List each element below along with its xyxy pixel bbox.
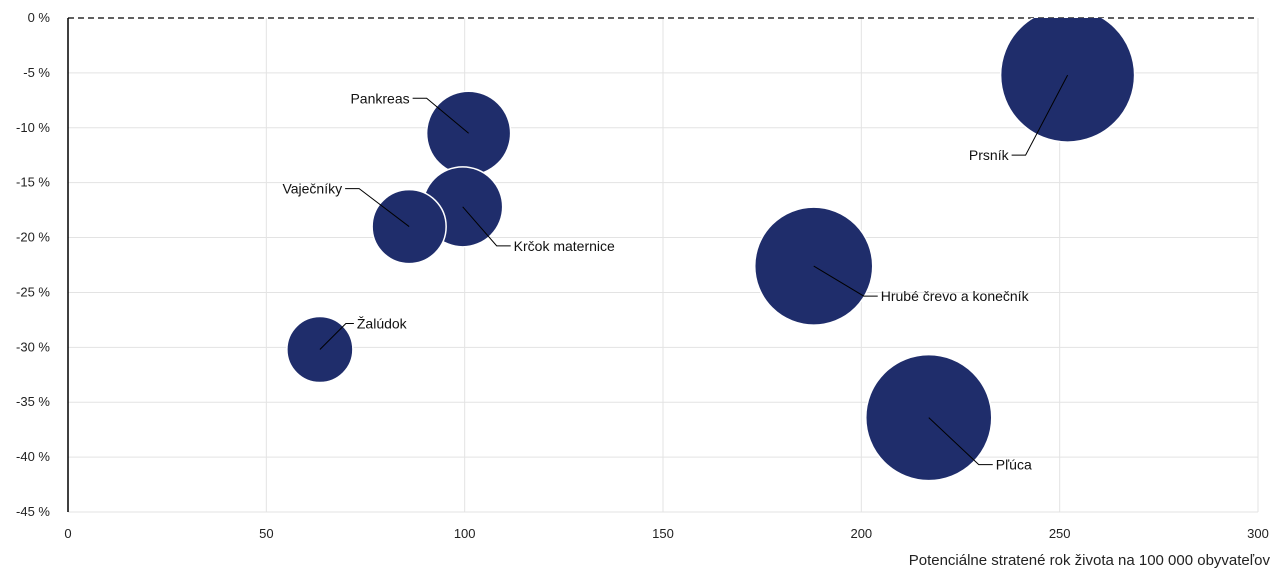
x-tick-label: 100 <box>454 526 476 541</box>
leader-line <box>928 417 993 466</box>
bubbles <box>286 18 1136 482</box>
y-tick-label: -30 % <box>16 339 50 354</box>
data-label: Krčok maternice <box>514 238 615 254</box>
x-tick-label: 250 <box>1049 526 1071 541</box>
x-tick-label: 150 <box>652 526 674 541</box>
data-label: Pankreas <box>350 90 409 106</box>
y-tick-label: -15 % <box>16 175 50 190</box>
leader-line <box>1011 74 1069 156</box>
x-axis-title: Potenciálne stratené rok života na 100 0… <box>909 552 1271 569</box>
y-tick-label: -40 % <box>16 449 50 464</box>
leader-line <box>813 265 878 297</box>
data-label: Prsník <box>969 147 1010 163</box>
y-tick-label: -10 % <box>16 120 50 135</box>
leader-line <box>319 323 354 350</box>
axes: 0 50 100 150 200 250 300 0 % -5 % -10 % -15 % -20 %… <box>16 10 1269 541</box>
y-tick-label: -20 % <box>16 230 50 245</box>
data-label: Hrubé črevo a konečník <box>881 288 1030 304</box>
grid <box>68 18 1259 513</box>
x-tick-label: 50 <box>259 526 273 541</box>
x-tick-label: 200 <box>850 526 872 541</box>
x-tick-label: 300 <box>1247 526 1269 541</box>
data-label: Žalúdok <box>357 316 408 332</box>
leader-line <box>345 188 410 227</box>
data-label: Vaječníky <box>282 181 342 197</box>
y-tick-label: -35 % <box>16 394 50 409</box>
x-tick-label: 0 <box>64 526 71 541</box>
y-tick-label: -45 % <box>16 504 50 519</box>
leader-line <box>462 206 511 247</box>
y-tick-label: -5 % <box>23 65 50 80</box>
leader-line <box>412 97 469 134</box>
bubble <box>999 18 1136 143</box>
y-tick-label: -25 % <box>16 284 50 299</box>
data-labels: Prsník Pankreas Krčok maternice Vaječníky Hr… <box>282 74 1069 473</box>
y-tick-label: 0 % <box>28 10 51 25</box>
data-label: Pľúca <box>996 457 1032 473</box>
